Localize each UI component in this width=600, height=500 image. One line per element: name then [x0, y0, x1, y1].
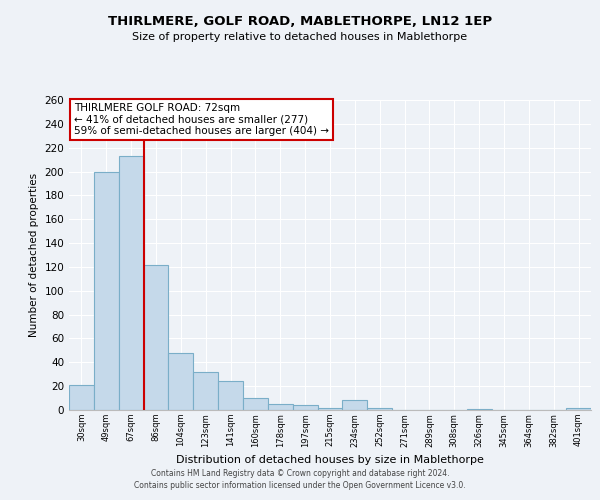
Text: Size of property relative to detached houses in Mablethorpe: Size of property relative to detached ho… [133, 32, 467, 42]
Bar [467, 409, 491, 410]
Bar [268, 404, 293, 410]
Text: Contains HM Land Registry data © Crown copyright and database right 2024.
Contai: Contains HM Land Registry data © Crown c… [134, 468, 466, 490]
Bar [317, 408, 343, 410]
X-axis label: Distribution of detached houses by size in Mablethorpe: Distribution of detached houses by size … [176, 455, 484, 465]
Bar [243, 398, 268, 410]
Bar [169, 353, 193, 410]
Bar [119, 156, 143, 410]
Bar [193, 372, 218, 410]
Bar [367, 408, 392, 410]
Bar [69, 385, 94, 410]
Y-axis label: Number of detached properties: Number of detached properties [29, 173, 39, 337]
Bar [218, 382, 243, 410]
Bar [293, 405, 317, 410]
Text: THIRLMERE GOLF ROAD: 72sqm
← 41% of detached houses are smaller (277)
59% of sem: THIRLMERE GOLF ROAD: 72sqm ← 41% of deta… [74, 103, 329, 136]
Bar [94, 172, 119, 410]
Bar [566, 408, 591, 410]
Bar [343, 400, 367, 410]
Text: THIRLMERE, GOLF ROAD, MABLETHORPE, LN12 1EP: THIRLMERE, GOLF ROAD, MABLETHORPE, LN12 … [108, 15, 492, 28]
Bar [143, 264, 169, 410]
